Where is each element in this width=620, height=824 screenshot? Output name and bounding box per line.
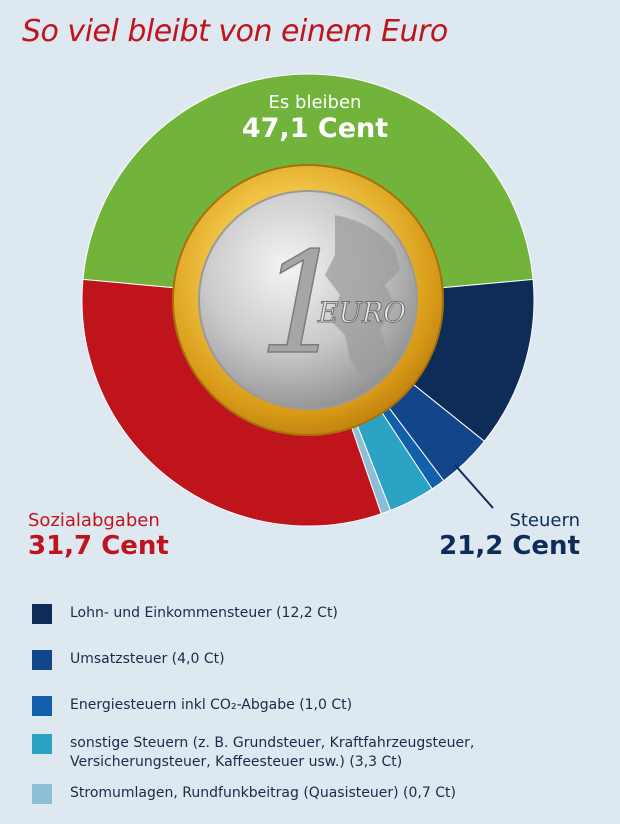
- legend-item: Lohn- und Einkommensteuer (12,2 Ct): [32, 604, 338, 624]
- legend-label: Energiesteuern inkl CO₂-Abgabe (1,0 Ct): [70, 697, 353, 713]
- label-es-bleiben: Es bleiben 47,1 Cent: [241, 92, 389, 144]
- legend-item: Umsatzsteuer (4,0 Ct): [32, 650, 225, 670]
- chart-title: So viel bleibt von einem Euro: [22, 14, 448, 49]
- label-sozialabgaben: Sozialabgaben 31,7 Cent: [28, 510, 169, 561]
- legend-item: sonstige Steuern (z. B. Grundsteuer, Kra…: [32, 734, 474, 772]
- legend-swatch: [32, 784, 52, 804]
- legend-swatch: [32, 650, 52, 670]
- europe-map-icon: [325, 215, 400, 380]
- legend-item: Energiesteuern inkl CO₂-Abgabe (1,0 Ct): [32, 696, 352, 716]
- legend-item: Stromumlagen, Rundfunkbeitrag (Quasisteu…: [32, 784, 456, 804]
- coin-euro-text: EURO: [317, 296, 406, 329]
- legend-label: Lohn- und Einkommensteuer (12,2 Ct): [70, 605, 338, 621]
- coin-numeral: 1: [258, 223, 347, 386]
- steuern-leader-line: [454, 464, 494, 509]
- legend-swatch: [32, 696, 52, 716]
- label-steuern: Steuern 21,2 Cent: [439, 510, 580, 561]
- donut-chart: 1 EURO: [81, 73, 535, 527]
- legend-swatch: [32, 604, 52, 624]
- legend-label: Stromumlagen, Rundfunkbeitrag (Quasisteu…: [70, 785, 456, 801]
- legend-label: Umsatzsteuer (4,0 Ct): [70, 651, 225, 667]
- euro-coin: 1 EURO: [172, 164, 444, 436]
- legend-swatch: [32, 734, 52, 754]
- legend-label: sonstige Steuern (z. B. Grundsteuer, Kra…: [70, 735, 475, 770]
